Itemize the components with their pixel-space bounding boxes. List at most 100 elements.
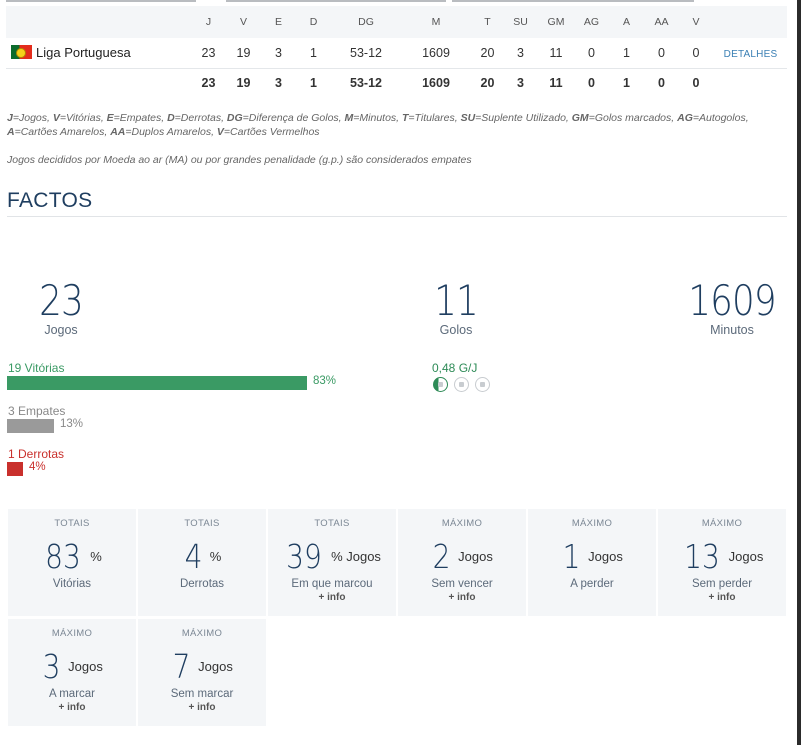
wins-label: 19 Vitórias bbox=[8, 361, 65, 375]
header-ag: AG bbox=[583, 16, 600, 28]
header-a: A bbox=[622, 16, 630, 28]
stat-tile: MÁXIMO 7 Jogos Sem marcar + info bbox=[138, 619, 266, 726]
more-info-link[interactable]: + info bbox=[318, 592, 346, 603]
wins-percent: 83% bbox=[313, 375, 337, 387]
total-aa: 0 bbox=[658, 76, 665, 91]
competition-cell: Liga Portuguesa bbox=[6, 38, 191, 68]
competition-name[interactable]: Liga Portuguesa bbox=[36, 45, 131, 61]
tile-caption: TOTAIS bbox=[184, 518, 220, 529]
tile-description: Sem perder bbox=[691, 578, 753, 590]
cell-gm: 11 bbox=[549, 45, 563, 60]
legend-item: AG=Autogolos, bbox=[677, 112, 749, 124]
minutes-stat: 1609 Minutos bbox=[680, 276, 784, 338]
losses-percent: 4% bbox=[29, 461, 46, 473]
draws-bar bbox=[7, 419, 54, 433]
tile-value-line: 7 Jogos bbox=[138, 647, 266, 686]
details-link[interactable]: DETALHES bbox=[723, 48, 778, 60]
totals-row: 23 19 3 1 53-12 1609 20 3 11 0 1 0 0 bbox=[6, 68, 787, 98]
legend-item: V=Vitórias, bbox=[52, 112, 107, 124]
tile-unit: % bbox=[90, 549, 102, 564]
tile-value-line: 4% bbox=[138, 537, 266, 576]
goals-label: Golos bbox=[439, 323, 473, 337]
tile-description: Derrotas bbox=[179, 578, 225, 590]
tile-caption: TOTAIS bbox=[314, 518, 350, 529]
legend-item: GM=Golos marcados, bbox=[571, 112, 678, 124]
tile-value: 3 bbox=[42, 647, 61, 686]
total-vm: 0 bbox=[692, 76, 700, 91]
legend-item: J=Jogos, bbox=[7, 112, 53, 124]
goals-stat: 11 Golos bbox=[421, 279, 491, 338]
totals-blank bbox=[6, 68, 191, 98]
cell-v: 19 bbox=[236, 45, 251, 60]
games-value: 23 bbox=[39, 276, 84, 325]
header-blank bbox=[6, 6, 191, 38]
top-tab-strip bbox=[0, 0, 801, 3]
stat-tile: TOTAIS 39 % Jogos Em que marcou + info bbox=[268, 509, 396, 616]
more-info-link[interactable]: + info bbox=[188, 702, 216, 713]
tab-underline bbox=[226, 0, 446, 2]
cell-t: 20 bbox=[480, 45, 495, 60]
header-aa: AA bbox=[654, 16, 669, 28]
abbreviation-legend: J=Jogos, V=Vitórias, E=Empates, D=Derrot… bbox=[7, 112, 782, 139]
window-edge bbox=[797, 0, 801, 745]
portugal-flag-icon bbox=[11, 45, 32, 60]
stat-tile: MÁXIMO 2 Jogos Sem vencer + info bbox=[398, 509, 526, 616]
cell-dg: 53-12 bbox=[350, 45, 382, 60]
tile-caption: MÁXIMO bbox=[571, 518, 613, 529]
header-blank-end bbox=[714, 6, 787, 38]
stat-tile: MÁXIMO 3 Jogos A marcar + info bbox=[8, 619, 136, 726]
more-info-link[interactable]: + info bbox=[448, 592, 476, 603]
losses-bar bbox=[7, 462, 23, 476]
header-su: SU bbox=[513, 16, 528, 28]
tile-caption: MÁXIMO bbox=[51, 628, 93, 639]
tile-caption: MÁXIMO bbox=[181, 628, 223, 639]
goals-per-game: 0,48 G/J bbox=[432, 361, 478, 375]
tile-caption: MÁXIMO bbox=[701, 518, 743, 529]
header-dg: DG bbox=[358, 16, 374, 28]
facts-title: FACTOS bbox=[7, 189, 93, 212]
tile-value-line: 1 Jogos bbox=[528, 537, 656, 576]
header-v: V bbox=[239, 16, 247, 28]
total-a: 1 bbox=[623, 76, 630, 91]
cell-e: 3 bbox=[275, 45, 282, 60]
header-t: T bbox=[484, 16, 491, 28]
tile-value: 83 bbox=[45, 537, 82, 576]
header-gm: GM bbox=[547, 16, 565, 28]
cell-d: 1 bbox=[310, 45, 317, 60]
football-icon bbox=[433, 377, 448, 392]
tile-unit: Jogos bbox=[458, 549, 493, 564]
tile-description: Vitórias bbox=[52, 578, 92, 590]
total-dg: 53-12 bbox=[350, 76, 382, 91]
draws-label: 3 Empates bbox=[8, 404, 66, 418]
tile-value-line: 39 % Jogos bbox=[268, 537, 396, 576]
facts-divider bbox=[7, 216, 787, 217]
header-vm: V bbox=[692, 16, 700, 28]
total-v: 19 bbox=[236, 76, 251, 91]
wins-bar bbox=[7, 376, 307, 390]
more-info-link[interactable]: + info bbox=[708, 592, 736, 603]
tile-description: Sem vencer bbox=[431, 578, 493, 590]
cell-m: 1609 bbox=[422, 45, 450, 60]
more-info-link[interactable]: + info bbox=[58, 702, 86, 713]
minutes-value: 1609 bbox=[688, 276, 776, 325]
total-e: 3 bbox=[275, 76, 282, 91]
legend-item: SU=Suplente Utilizado, bbox=[460, 112, 572, 124]
legend-item: D=Derrotas, bbox=[167, 112, 227, 124]
football-icon bbox=[454, 377, 469, 392]
tile-unit: Jogos bbox=[588, 549, 623, 564]
tie-note: Jogos decididos por Moeda ao ar (MA) ou … bbox=[7, 154, 472, 166]
tile-description: Em que marcou bbox=[291, 578, 373, 590]
legend-item: T=Titulares, bbox=[402, 112, 461, 124]
tile-unit: Jogos bbox=[68, 659, 103, 674]
tile-caption: MÁXIMO bbox=[441, 518, 483, 529]
goals-per-game-balls bbox=[433, 377, 490, 392]
tile-value: 1 bbox=[562, 537, 581, 576]
tile-description: A marcar bbox=[48, 688, 95, 700]
total-t: 20 bbox=[480, 76, 495, 91]
stats-table: J V E D DG M T SU GM AG A AA V Liga Port… bbox=[6, 6, 787, 98]
tab-underline bbox=[6, 0, 196, 2]
cell-j: 23 bbox=[201, 45, 216, 60]
tile-value-line: 2 Jogos bbox=[398, 537, 526, 576]
cell-aa: 0 bbox=[658, 45, 665, 60]
stat-tile: MÁXIMO 1 Jogos A perder bbox=[528, 509, 656, 616]
